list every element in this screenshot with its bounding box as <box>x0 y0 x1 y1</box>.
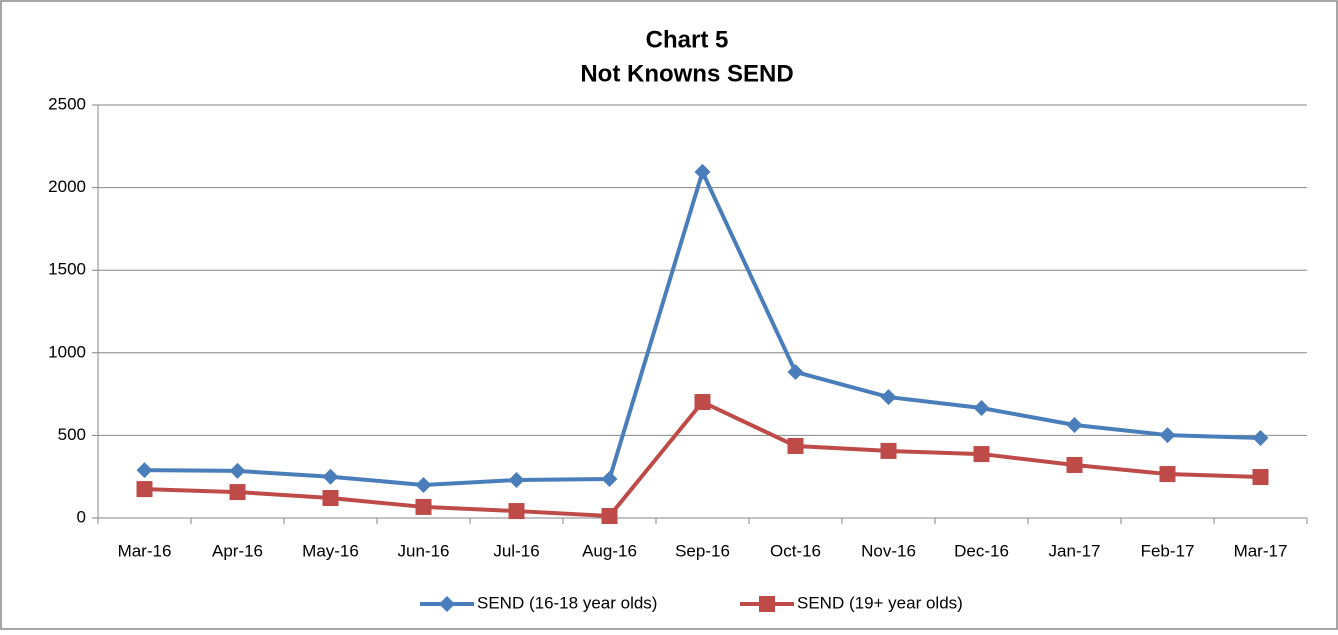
data-point <box>973 446 990 463</box>
chart-subtitle: Not Knowns SEND <box>580 60 793 87</box>
data-point <box>880 389 897 406</box>
y-tick-label: 2000 <box>48 177 86 196</box>
y-tick-label: 500 <box>58 425 86 444</box>
x-tick-label: Oct-16 <box>770 541 821 560</box>
data-point <box>229 484 246 501</box>
data-point <box>694 394 711 411</box>
data-point <box>601 508 618 525</box>
data-point <box>787 363 804 380</box>
data-point <box>415 498 432 515</box>
x-tick-label: Mar-17 <box>1234 541 1288 560</box>
x-tick-label: Dec-16 <box>954 541 1009 560</box>
x-tick-label: Mar-16 <box>118 541 172 560</box>
x-tick-label: Jun-16 <box>398 541 450 560</box>
y-tick-label: 0 <box>77 507 86 526</box>
chart-title: Chart 5 <box>646 26 729 53</box>
y-tick-label: 1500 <box>48 260 86 279</box>
data-point <box>694 163 711 180</box>
data-point <box>1252 430 1269 447</box>
data-point <box>601 471 618 488</box>
x-tick-label: Apr-16 <box>212 541 263 560</box>
data-point <box>508 472 525 489</box>
data-point <box>880 442 897 459</box>
x-tick-label: Jan-17 <box>1049 541 1101 560</box>
data-point <box>322 468 339 485</box>
x-tick-label: Aug-16 <box>582 541 637 560</box>
x-tick-label: Feb-17 <box>1141 541 1195 560</box>
data-point <box>136 462 153 479</box>
data-point <box>229 462 246 479</box>
data-point <box>1159 466 1176 483</box>
x-tick-label: May-16 <box>302 541 359 560</box>
data-point <box>1252 469 1269 486</box>
data-point <box>1066 416 1083 433</box>
data-point <box>508 503 525 520</box>
data-point <box>1159 427 1176 444</box>
x-tick-label: Sep-16 <box>675 541 730 560</box>
legend-marker <box>439 596 455 612</box>
legend-label: SEND (19+ year olds) <box>797 593 963 612</box>
data-point <box>322 490 339 507</box>
data-point <box>415 476 432 493</box>
y-tick-label: 1000 <box>48 342 86 361</box>
x-tick-label: Nov-16 <box>861 541 916 560</box>
legend-label: SEND (16-18 year olds) <box>477 593 657 612</box>
data-point <box>1066 456 1083 473</box>
y-tick-label: 2500 <box>48 94 86 113</box>
data-point <box>136 481 153 498</box>
legend-marker <box>759 596 775 612</box>
data-point <box>973 399 990 416</box>
x-tick-label: Jul-16 <box>493 541 539 560</box>
data-point <box>787 437 804 454</box>
